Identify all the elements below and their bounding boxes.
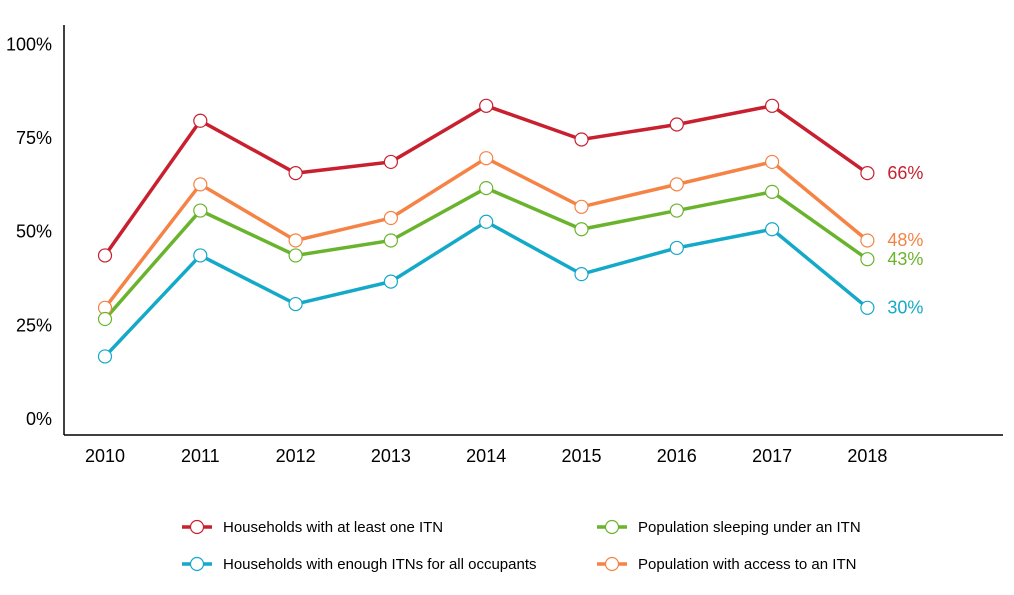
data-point [383,210,398,226]
y-tick-label: 0% [26,409,52,429]
legend-marker [604,519,620,535]
legend-label: Households with at least one ITN [223,519,443,536]
data-point [764,98,780,113]
y-tick-label: 50% [16,222,52,242]
y-tick-label: 25% [16,315,52,335]
data-point [479,98,494,113]
series-line [103,219,869,358]
data-point [97,311,113,327]
data-point [479,181,494,196]
data-point [574,132,589,147]
x-tick-label: 2012 [276,446,316,466]
y-tick-label: 75% [16,128,52,148]
legend-label: Households with enough ITNs for all occu… [223,556,537,573]
y-tick-label: 100% [6,35,52,55]
data-point [860,166,875,181]
x-tick-label: 2010 [85,446,125,466]
data-point [764,154,780,170]
x-tick-label: 2014 [466,446,506,466]
series-line [103,186,869,321]
x-tick-label: 2011 [181,446,220,466]
data-point [479,151,494,166]
data-point [479,214,494,229]
data-point [383,274,398,289]
data-point [193,113,208,128]
x-tick-label: 2017 [752,446,792,466]
data-point [669,117,684,132]
data-point [288,248,303,263]
data-point [764,184,780,199]
data-point [383,154,398,170]
legend-marker [604,556,620,572]
data-point [288,233,303,248]
data-point [574,267,589,282]
data-point [669,177,684,192]
x-tick-label: 2016 [657,446,697,466]
legend-marker [189,519,205,535]
data-point [574,199,589,214]
data-point [669,240,684,256]
data-point [288,166,303,181]
legend-label: Population sleeping under an ITN [638,519,861,536]
data-point [193,203,208,218]
legend-marker [189,556,205,572]
value-label: 43% [887,249,923,269]
legend-label: Population with access to an ITN [638,556,856,573]
data-point [574,222,589,237]
x-tick-label: 2015 [561,446,601,466]
data-point [288,296,303,312]
value-label: 48% [887,230,923,250]
data-point [97,349,113,364]
data-point [97,248,113,263]
data-point [383,233,398,248]
data-point [860,252,875,267]
x-tick-label: 2018 [847,446,887,466]
x-tick-label: 2013 [371,446,411,466]
data-point [860,233,875,248]
data-point [860,300,875,315]
data-point [669,203,684,218]
value-label: 66% [887,163,923,183]
data-point [193,177,208,192]
value-label: 30% [887,298,923,318]
data-point [764,222,780,237]
data-point [193,248,208,263]
